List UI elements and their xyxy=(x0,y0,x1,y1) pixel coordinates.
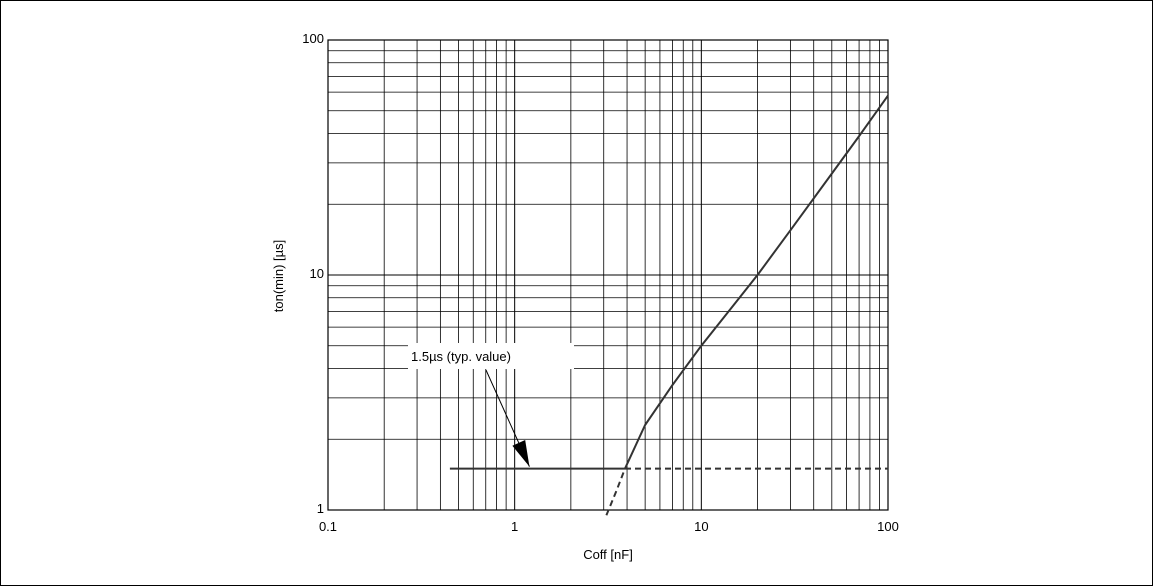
y-tick-label: 10 xyxy=(310,266,324,281)
series-line-3 xyxy=(605,468,626,516)
annotation-arrowhead xyxy=(512,440,530,467)
y-tick-label: 100 xyxy=(302,31,324,46)
x-tick-label: 1 xyxy=(511,519,518,534)
series-line-2 xyxy=(624,95,889,470)
y-axis-label: ton(min) [µs] xyxy=(271,240,286,313)
x-axis-label: Coff [nF] xyxy=(583,547,633,562)
tick-labels: 0.1 1 10 100 1 10 100 xyxy=(302,31,899,534)
annotation-layer: 1.5µs (typ. value) xyxy=(408,343,574,467)
x-tick-label: 0.1 xyxy=(319,519,337,534)
x-tick-label: 100 xyxy=(877,519,899,534)
x-tick-label: 10 xyxy=(694,519,708,534)
series-layer xyxy=(449,95,889,516)
annotation-box xyxy=(408,343,574,369)
y-tick-label: 1 xyxy=(317,501,324,516)
grid xyxy=(327,39,889,511)
annotation-label: 1.5µs (typ. value) xyxy=(411,349,511,364)
